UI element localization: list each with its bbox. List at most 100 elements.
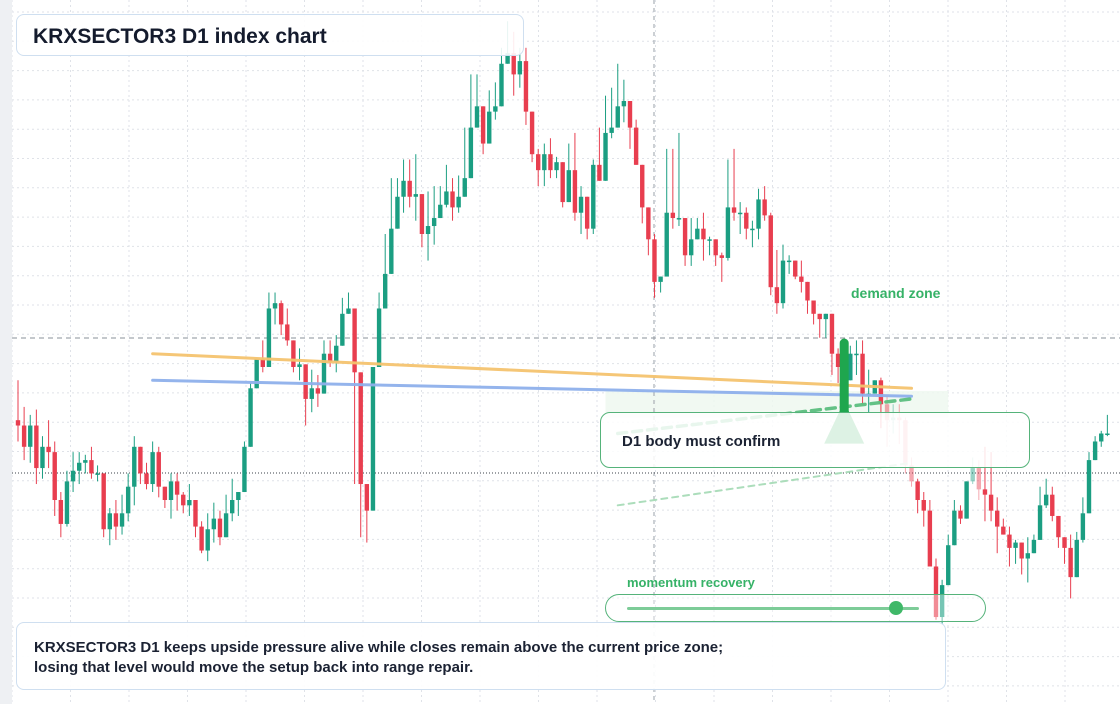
- momentum-track: [627, 607, 919, 610]
- summary-note: KRXSECTOR3 D1 keeps upside pressure aliv…: [16, 622, 946, 690]
- candle: [952, 500, 957, 546]
- candle-body: [597, 164, 602, 181]
- candle-body: [774, 287, 780, 304]
- candle: [101, 473, 106, 538]
- candle: [413, 154, 418, 221]
- candle: [468, 74, 474, 179]
- candle: [964, 481, 969, 519]
- candle: [15, 380, 21, 442]
- candle: [566, 143, 571, 203]
- candle-body: [548, 154, 553, 171]
- candle-body: [921, 500, 926, 511]
- candle-body: [438, 204, 443, 219]
- candle: [627, 101, 633, 149]
- candle: [291, 340, 296, 373]
- candle: [450, 178, 455, 221]
- candle: [536, 148, 541, 187]
- candle-body: [952, 510, 957, 546]
- candle: [21, 406, 27, 461]
- candle-body: [517, 61, 523, 75]
- candle-body: [278, 303, 284, 325]
- candle-body: [970, 468, 975, 482]
- momentum-knob: [888, 601, 903, 615]
- candle-body: [395, 196, 400, 229]
- candle: [480, 106, 486, 155]
- candle: [95, 465, 100, 482]
- candle: [799, 260, 804, 293]
- candle: [1092, 436, 1098, 461]
- candle: [352, 308, 357, 485]
- candle-body: [786, 260, 792, 263]
- candle-body: [156, 452, 161, 487]
- candle-body: [1105, 433, 1110, 435]
- candle: [77, 452, 82, 485]
- candle: [1007, 526, 1012, 567]
- candle: [848, 345, 853, 381]
- candle: [1099, 430, 1104, 447]
- candle: [205, 513, 210, 562]
- candle: [774, 249, 780, 314]
- candle: [560, 162, 565, 208]
- candle-body: [321, 353, 327, 394]
- candle-body: [107, 513, 112, 530]
- candle: [334, 335, 339, 373]
- candle-body: [835, 353, 841, 367]
- candle-body: [536, 154, 541, 171]
- candle-body: [468, 127, 474, 179]
- candle-body: [640, 164, 645, 208]
- candle: [370, 367, 376, 511]
- candle-body: [1031, 539, 1037, 554]
- candle-body: [658, 276, 663, 282]
- candle-body: [413, 194, 418, 197]
- candle: [462, 127, 467, 197]
- page-title: KRXSECTOR3 D1 index chart: [33, 25, 327, 48]
- candle: [132, 436, 137, 506]
- candle: [1080, 497, 1086, 543]
- candle: [389, 178, 394, 274]
- candle-body: [682, 218, 688, 256]
- candle: [340, 297, 345, 346]
- candle-body: [303, 364, 308, 399]
- candle-body: [664, 212, 669, 277]
- candle-body: [909, 465, 914, 482]
- candle: [493, 82, 498, 120]
- candle-body: [860, 353, 865, 394]
- candle: [701, 212, 706, 261]
- candle: [811, 300, 816, 325]
- candle: [248, 382, 253, 447]
- candle-body: [591, 164, 596, 229]
- candle-body: [383, 273, 388, 309]
- candle: [995, 497, 1000, 554]
- candle-body: [529, 111, 535, 155]
- trend-line-blue: [151, 378, 914, 398]
- candle: [933, 558, 939, 620]
- candle-body: [854, 353, 859, 356]
- title-box: KRXSECTOR3 D1 index chart: [16, 14, 524, 56]
- candle: [548, 138, 553, 179]
- candle: [395, 178, 400, 229]
- candle-body: [119, 513, 125, 527]
- candle: [438, 186, 443, 219]
- candle: [303, 364, 308, 426]
- candle-body: [946, 545, 951, 586]
- candle: [1056, 515, 1061, 548]
- candle: [230, 478, 235, 522]
- candle: [1037, 486, 1043, 540]
- candle-body: [878, 380, 884, 405]
- candle: [927, 500, 933, 567]
- candle: [615, 63, 620, 128]
- candle-body: [242, 446, 247, 493]
- candle: [958, 505, 963, 524]
- candle-body: [34, 425, 39, 469]
- candle-body: [756, 199, 761, 229]
- candle-body: [572, 170, 578, 213]
- candle-body: [95, 473, 100, 475]
- candle: [1031, 534, 1037, 554]
- candle-body: [621, 101, 627, 107]
- candle: [278, 300, 284, 336]
- candle: [707, 236, 712, 256]
- candle: [756, 188, 761, 240]
- candle-body: [768, 215, 773, 288]
- candle: [554, 156, 559, 179]
- candle-body: [731, 207, 737, 213]
